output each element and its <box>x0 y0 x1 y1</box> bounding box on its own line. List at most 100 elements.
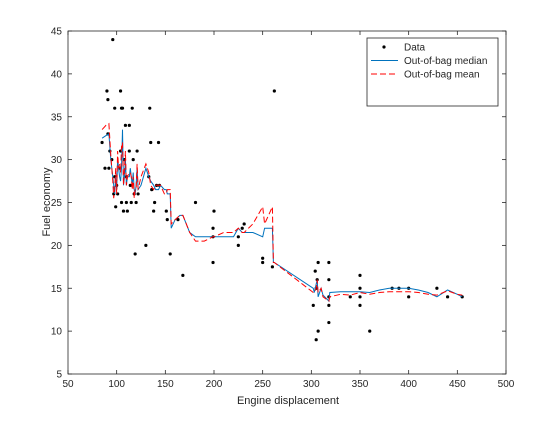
data-point <box>152 209 156 213</box>
data-point <box>114 205 118 209</box>
data-point <box>193 200 198 205</box>
x-tick-label: 250 <box>254 379 271 390</box>
data-point <box>314 338 318 342</box>
y-tick-label: 5 <box>56 370 62 381</box>
data-point <box>133 252 137 256</box>
data-point <box>129 200 133 205</box>
data-point <box>316 260 320 265</box>
data-point <box>150 188 154 192</box>
data-point <box>164 209 168 213</box>
data-point <box>313 269 317 273</box>
data-point <box>407 295 411 299</box>
legend-label: Out-of-bag mean <box>404 70 480 81</box>
data-point <box>135 149 139 153</box>
data-point <box>316 329 320 333</box>
data-point <box>125 209 129 213</box>
x-tick-label: 50 <box>62 379 74 390</box>
data-point <box>358 286 362 290</box>
data-point <box>111 37 115 42</box>
data-point <box>212 209 216 213</box>
y-tick-label: 15 <box>51 284 63 295</box>
data-point <box>327 320 331 325</box>
data-points <box>100 37 464 342</box>
data-point <box>113 106 117 110</box>
series-line-mean <box>101 122 463 302</box>
data-point <box>118 89 123 93</box>
data-point <box>435 286 439 290</box>
data-point <box>107 166 111 170</box>
x-tick-label: 450 <box>449 379 466 390</box>
data-point <box>358 303 362 307</box>
x-tick-label: 200 <box>206 379 223 390</box>
data-point <box>236 243 240 247</box>
data-point <box>358 295 362 299</box>
data-point <box>211 226 215 230</box>
data-point <box>176 218 180 222</box>
data-point <box>236 235 240 239</box>
data-point <box>149 140 153 145</box>
data-point <box>119 200 124 205</box>
y-tick-label: 45 <box>51 27 63 38</box>
data-point <box>130 106 134 110</box>
series-layer <box>100 37 464 342</box>
axes: 50 100 150 200 250 300 350 400 450 500 5 10 15 20 25 30… <box>51 27 515 391</box>
x-tick-label: 100 <box>108 379 125 390</box>
data-point <box>120 106 125 110</box>
data-point <box>144 243 148 247</box>
data-point <box>261 260 265 265</box>
data-point <box>348 295 352 299</box>
data-point <box>358 273 362 277</box>
data-point <box>211 260 215 265</box>
data-point <box>446 295 450 299</box>
y-tick-label: 20 <box>51 241 63 252</box>
data-point <box>134 200 138 205</box>
data-point <box>165 218 169 222</box>
x-axis-label: Engine displacement <box>237 395 339 407</box>
data-point <box>106 98 110 102</box>
data-point <box>368 329 372 333</box>
data-point <box>156 140 161 145</box>
data-point <box>105 89 109 93</box>
data-point <box>127 149 131 153</box>
series-line-median <box>101 129 463 303</box>
y-tick-label: 30 <box>51 155 63 166</box>
data-point <box>181 273 185 277</box>
legend-label: Out-of-bag median <box>404 56 487 67</box>
data-point <box>100 140 104 145</box>
x-tick-label: 150 <box>157 379 174 390</box>
data-point <box>261 256 265 260</box>
y-axis-label: Fuel economy <box>41 167 53 237</box>
data-point <box>127 123 131 127</box>
data-point <box>327 278 331 282</box>
legend-box <box>366 37 499 107</box>
data-point <box>124 200 128 205</box>
y-tick-label: 25 <box>51 198 63 209</box>
data-point <box>242 222 246 226</box>
legend-label: Data <box>404 43 426 54</box>
x-tick-label: 300 <box>303 379 320 390</box>
y-tick-label: 40 <box>51 69 63 80</box>
data-point <box>128 183 132 187</box>
y-tick-label: 10 <box>51 327 63 338</box>
data-point <box>311 303 315 307</box>
data-point <box>103 166 107 170</box>
data-point <box>168 252 172 256</box>
y-tick-label: 35 <box>51 112 63 123</box>
data-point <box>131 158 135 162</box>
legend: Data Out-of-bag median Out-of-bag mean <box>366 37 499 107</box>
x-tick-label: 400 <box>400 379 417 390</box>
x-tick-label: 350 <box>352 379 369 390</box>
x-tick-label: 500 <box>498 379 515 390</box>
data-point <box>327 303 331 307</box>
data-point <box>327 260 331 265</box>
data-point <box>123 123 128 127</box>
data-point <box>240 226 244 230</box>
data-point <box>148 106 152 110</box>
data-point <box>270 265 274 269</box>
data-point <box>153 200 157 205</box>
data-point <box>121 209 126 213</box>
legend-marker-data <box>382 45 386 49</box>
data-point <box>272 89 276 93</box>
